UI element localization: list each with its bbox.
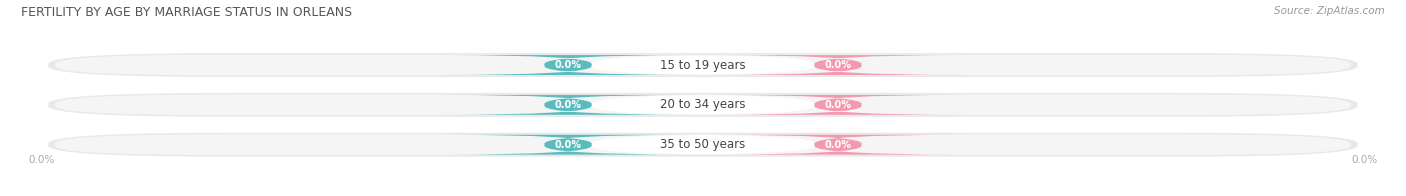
FancyBboxPatch shape [48,93,1358,117]
Text: 15 to 19 years: 15 to 19 years [661,59,745,72]
Text: FERTILITY BY AGE BY MARRIAGE STATUS IN ORLEANS: FERTILITY BY AGE BY MARRIAGE STATUS IN O… [21,6,353,19]
Text: 0.0%: 0.0% [824,60,852,70]
Text: Source: ZipAtlas.com: Source: ZipAtlas.com [1274,6,1385,16]
FancyBboxPatch shape [592,95,814,115]
Text: 0.0%: 0.0% [824,100,852,110]
Text: 0.0%: 0.0% [824,140,852,150]
FancyBboxPatch shape [592,55,814,75]
FancyBboxPatch shape [55,94,1351,115]
FancyBboxPatch shape [440,135,696,155]
Text: 35 to 50 years: 35 to 50 years [661,138,745,151]
FancyBboxPatch shape [710,135,966,155]
FancyBboxPatch shape [48,133,1358,157]
FancyBboxPatch shape [55,55,1351,75]
FancyBboxPatch shape [592,135,814,155]
FancyBboxPatch shape [440,55,696,75]
FancyBboxPatch shape [710,55,966,75]
FancyBboxPatch shape [710,95,966,115]
Text: 20 to 34 years: 20 to 34 years [661,98,745,111]
Text: 0.0%: 0.0% [1351,155,1378,165]
Text: 0.0%: 0.0% [554,100,582,110]
Text: 0.0%: 0.0% [28,155,55,165]
FancyBboxPatch shape [440,95,696,115]
Text: 0.0%: 0.0% [554,140,582,150]
FancyBboxPatch shape [48,53,1358,77]
FancyBboxPatch shape [55,134,1351,155]
Text: 0.0%: 0.0% [554,60,582,70]
